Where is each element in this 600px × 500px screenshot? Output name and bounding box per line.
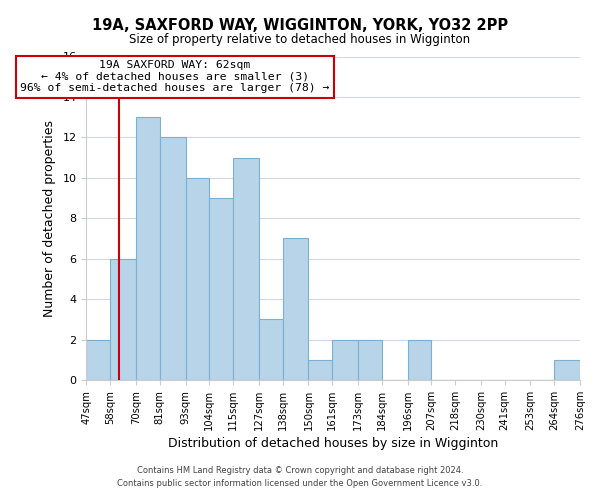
Bar	[185, 178, 209, 380]
Text: Size of property relative to detached houses in Wigginton: Size of property relative to detached ho…	[130, 32, 470, 46]
Bar	[86, 340, 110, 380]
Bar	[160, 138, 185, 380]
Bar	[554, 360, 580, 380]
Text: 19A SAXFORD WAY: 62sqm
← 4% of detached houses are smaller (3)
96% of semi-detac: 19A SAXFORD WAY: 62sqm ← 4% of detached …	[20, 60, 329, 94]
Y-axis label: Number of detached properties: Number of detached properties	[43, 120, 56, 316]
Text: 19A, SAXFORD WAY, WIGGINTON, YORK, YO32 2PP: 19A, SAXFORD WAY, WIGGINTON, YORK, YO32 …	[92, 18, 508, 32]
Bar	[407, 340, 431, 380]
Bar	[259, 320, 283, 380]
Bar	[233, 158, 259, 380]
Bar	[308, 360, 332, 380]
Bar	[332, 340, 358, 380]
Bar	[283, 238, 308, 380]
Bar	[358, 340, 382, 380]
Text: Contains HM Land Registry data © Crown copyright and database right 2024.
Contai: Contains HM Land Registry data © Crown c…	[118, 466, 482, 487]
X-axis label: Distribution of detached houses by size in Wigginton: Distribution of detached houses by size …	[168, 437, 499, 450]
Bar	[136, 117, 160, 380]
Bar	[209, 198, 233, 380]
Bar	[110, 258, 136, 380]
